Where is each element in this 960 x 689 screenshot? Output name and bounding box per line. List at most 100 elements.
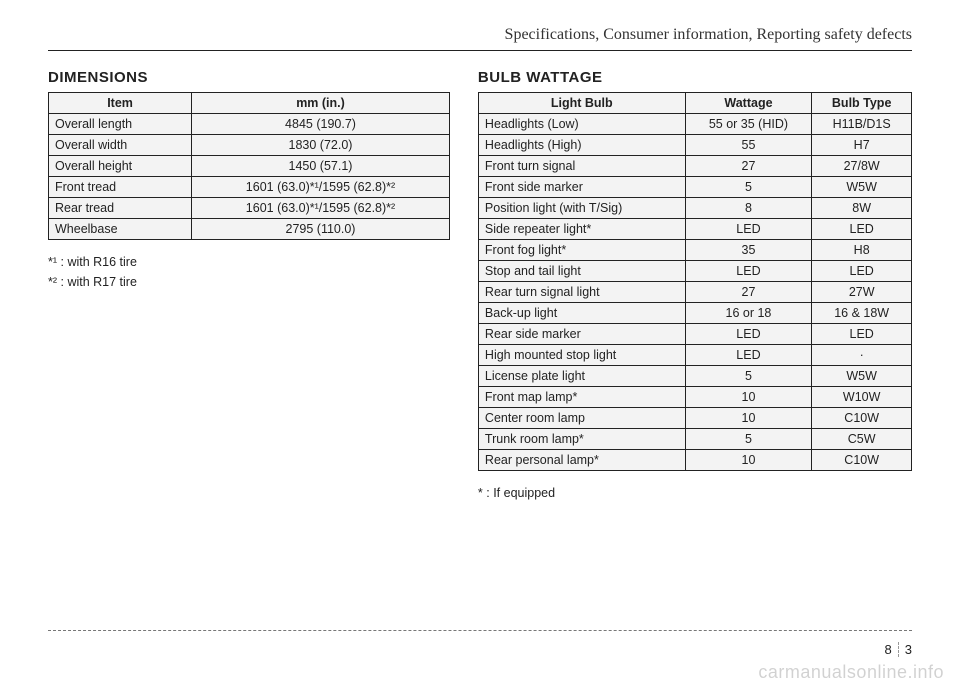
page-page: 3: [898, 642, 912, 657]
table-row: Side repeater light*LEDLED: [478, 219, 911, 240]
bulb-type: 27W: [812, 282, 912, 303]
bulb-name: Stop and tail light: [478, 261, 685, 282]
bulb-type: 8W: [812, 198, 912, 219]
dim-value: 1450 (57.1): [192, 156, 450, 177]
bulb-watt: 10: [685, 408, 812, 429]
footer-rule: [48, 630, 912, 631]
dim-item: Overall width: [49, 135, 192, 156]
bulb-type: LED: [812, 324, 912, 345]
dim-item: Front tread: [49, 177, 192, 198]
bulb-watt: LED: [685, 324, 812, 345]
bulbs-footnote: * : If equipped: [478, 483, 912, 503]
table-row: Overall width1830 (72.0): [49, 135, 450, 156]
bulb-watt: LED: [685, 345, 812, 366]
dim-col-value: mm (in.): [192, 93, 450, 114]
dim-item: Rear tread: [49, 198, 192, 219]
table-row: Front side marker5W5W: [478, 177, 911, 198]
table-row: Back-up light16 or 1816 & 18W: [478, 303, 911, 324]
bulb-watt: 16 or 18: [685, 303, 812, 324]
bulb-type: H7: [812, 135, 912, 156]
bulb-watt: 10: [685, 387, 812, 408]
bulb-col-name: Light Bulb: [478, 93, 685, 114]
bulb-watt: 10: [685, 450, 812, 471]
table-row: Front fog light*35H8: [478, 240, 911, 261]
dimensions-title: DIMENSIONS: [48, 69, 450, 86]
bulb-watt: 55 or 35 (HID): [685, 114, 812, 135]
bulb-watt: 55: [685, 135, 812, 156]
table-row: Overall height1450 (57.1): [49, 156, 450, 177]
bulb-name: Front fog light*: [478, 240, 685, 261]
bulb-name: Back-up light: [478, 303, 685, 324]
bulb-type: H11B/D1S: [812, 114, 912, 135]
table-row: Center room lamp10C10W: [478, 408, 911, 429]
bulb-col-type: Bulb Type: [812, 93, 912, 114]
bulb-type: W5W: [812, 177, 912, 198]
dim-item: Overall length: [49, 114, 192, 135]
watermark: carmanualsonline.info: [758, 662, 944, 683]
bulb-watt: 8: [685, 198, 812, 219]
table-row: Position light (with T/Sig)88W: [478, 198, 911, 219]
bulb-type: C5W: [812, 429, 912, 450]
dim-value: 1601 (63.0)*¹/1595 (62.8)*²: [192, 177, 450, 198]
table-row: Rear side markerLEDLED: [478, 324, 911, 345]
bulb-watt: 5: [685, 177, 812, 198]
dim-value: 1830 (72.0): [192, 135, 450, 156]
table-row: Rear tread1601 (63.0)*¹/1595 (62.8)*²: [49, 198, 450, 219]
bulb-name: Side repeater light*: [478, 219, 685, 240]
bulb-watt: 27: [685, 282, 812, 303]
table-row: Front turn signal2727/8W: [478, 156, 911, 177]
bulb-watt: 5: [685, 429, 812, 450]
table-row: Headlights (High)55H7: [478, 135, 911, 156]
bulb-watt: 27: [685, 156, 812, 177]
bulb-watt: 35: [685, 240, 812, 261]
bulb-col-watt: Wattage: [685, 93, 812, 114]
dim-item: Wheelbase: [49, 219, 192, 240]
table-row: High mounted stop lightLED·: [478, 345, 911, 366]
bulb-watt: LED: [685, 261, 812, 282]
bulb-type: H8: [812, 240, 912, 261]
bulb-type: ·: [812, 345, 912, 366]
bulb-watt: LED: [685, 219, 812, 240]
bulb-name: Position light (with T/Sig): [478, 198, 685, 219]
dim-value: 2795 (110.0): [192, 219, 450, 240]
table-row: Stop and tail lightLEDLED: [478, 261, 911, 282]
bulb-name: Rear side marker: [478, 324, 685, 345]
page-section: 8: [885, 642, 892, 657]
table-row: Front map lamp*10W10W: [478, 387, 911, 408]
bulb-name: High mounted stop light: [478, 345, 685, 366]
bulb-type: C10W: [812, 408, 912, 429]
bulb-name: Front turn signal: [478, 156, 685, 177]
table-row: Trunk room lamp*5C5W: [478, 429, 911, 450]
bulbs-table: Light Bulb Wattage Bulb Type Headlights …: [478, 92, 912, 471]
dim-value: 4845 (190.7): [192, 114, 450, 135]
table-row: Overall length4845 (190.7): [49, 114, 450, 135]
bulb-type: C10W: [812, 450, 912, 471]
bulb-name: Rear turn signal light: [478, 282, 685, 303]
table-row: Headlights (Low)55 or 35 (HID)H11B/D1S: [478, 114, 911, 135]
dim-col-item: Item: [49, 93, 192, 114]
bulb-name: Front map lamp*: [478, 387, 685, 408]
bulb-name: Rear personal lamp*: [478, 450, 685, 471]
bulb-name: Center room lamp: [478, 408, 685, 429]
bulb-name: License plate light: [478, 366, 685, 387]
dimensions-table: Item mm (in.) Overall length4845 (190.7)…: [48, 92, 450, 240]
bulb-type: LED: [812, 261, 912, 282]
bulb-type: W5W: [812, 366, 912, 387]
table-row: Rear personal lamp*10C10W: [478, 450, 911, 471]
bulb-watt: 5: [685, 366, 812, 387]
dim-footnote-1: *¹ : with R16 tire: [48, 252, 450, 272]
table-row: License plate light5W5W: [478, 366, 911, 387]
page-number: 8 3: [885, 642, 912, 657]
dim-item: Overall height: [49, 156, 192, 177]
doc-header: Specifications, Consumer information, Re…: [48, 26, 912, 51]
bulb-name: Trunk room lamp*: [478, 429, 685, 450]
table-row: Front tread1601 (63.0)*¹/1595 (62.8)*²: [49, 177, 450, 198]
dimensions-footnotes: *¹ : with R16 tire *² : with R17 tire: [48, 252, 450, 292]
bulb-name: Front side marker: [478, 177, 685, 198]
bulb-type: 27/8W: [812, 156, 912, 177]
table-row: Wheelbase2795 (110.0): [49, 219, 450, 240]
bulb-type: W10W: [812, 387, 912, 408]
bulb-type: 16 & 18W: [812, 303, 912, 324]
bulb-type: LED: [812, 219, 912, 240]
table-row: Rear turn signal light2727W: [478, 282, 911, 303]
